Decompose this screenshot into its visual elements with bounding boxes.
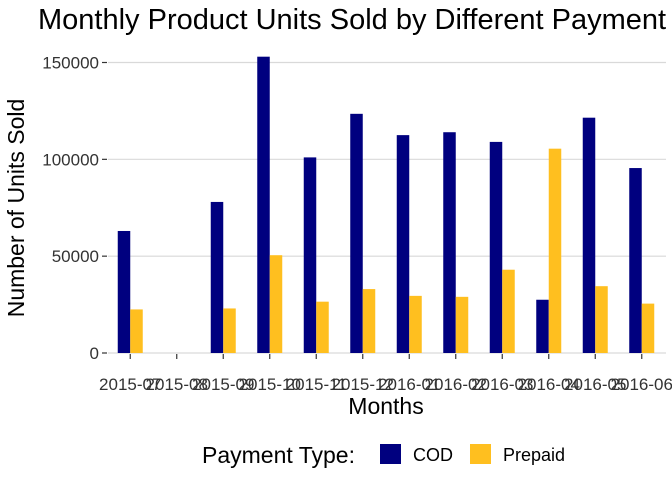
- legend-swatch-cod: [380, 444, 401, 464]
- gridlines: [108, 61, 666, 354]
- legend-label-cod: COD: [413, 445, 453, 465]
- x-tick-label: 2016-06: [611, 375, 672, 394]
- legend-swatch-prepaid: [470, 444, 491, 464]
- y-tick-label: 0: [90, 344, 99, 363]
- bar-prepaid-2015-12: [362, 289, 376, 353]
- x-tick-label: 2015-11: [286, 375, 347, 394]
- bar-cod-2016-06: [629, 168, 642, 353]
- bars: [117, 56, 655, 354]
- x-axis-ticks: 2015-072015-082015-092015-102015-112015-…: [99, 354, 672, 394]
- bar-cod-2015-09: [210, 201, 224, 353]
- legend-items: COD Prepaid: [380, 444, 565, 465]
- x-tick-label: 2016-04: [518, 375, 580, 394]
- x-tick-label: 2016-05: [564, 375, 626, 394]
- bar-cod-2015-11: [303, 157, 317, 353]
- bar-cod-2015-12: [350, 113, 363, 354]
- x-axis-label: Months: [348, 393, 423, 419]
- y-tick-label: 50000: [52, 247, 99, 266]
- bar-prepaid-2016-01: [409, 295, 422, 353]
- bar-cod-2016-01: [396, 135, 410, 353]
- legend-label-prepaid: Prepaid: [503, 445, 565, 465]
- bar-prepaid-2015-11: [316, 301, 329, 353]
- bar-prepaid-2015-10: [269, 255, 283, 353]
- x-tick-label: 2015-09: [192, 375, 254, 394]
- legend: Payment Type: COD Prepaid: [202, 442, 565, 468]
- x-tick-label: 2015-10: [239, 375, 301, 394]
- x-tick-label: 2015-08: [146, 375, 208, 394]
- bar-prepaid-2016-06: [641, 303, 655, 353]
- bar-prepaid-2016-03: [502, 269, 515, 353]
- bar-prepaid-2015-07: [130, 309, 143, 353]
- bar-cod-2015-07: [117, 230, 131, 353]
- bar-cod-2016-02: [443, 132, 456, 353]
- bar-cod-2016-04: [536, 299, 549, 353]
- y-axis-ticks: 0 50000 100000 150000: [42, 54, 107, 363]
- x-tick-label: 2015-07: [99, 375, 161, 394]
- bar-cod-2016-05: [582, 117, 596, 353]
- x-tick-label: 2016-01: [378, 375, 440, 394]
- y-axis-label: Number of Units Sold: [3, 99, 29, 318]
- legend-title: Payment Type:: [202, 442, 355, 468]
- bar-cod-2016-03: [489, 141, 503, 353]
- y-tick-label: 100000: [42, 150, 99, 169]
- x-tick-label: 2015-12: [332, 375, 394, 394]
- y-tick-label: 150000: [42, 54, 99, 73]
- bar-prepaid-2016-04: [548, 148, 562, 353]
- x-tick-label: 2016-02: [425, 375, 487, 394]
- chart-title: Monthly Product Units Sold by Different …: [38, 4, 672, 36]
- bar-cod-2015-10: [257, 56, 270, 353]
- bar-prepaid-2015-09: [223, 308, 236, 353]
- bar-prepaid-2016-02: [455, 296, 469, 353]
- bar-prepaid-2016-05: [595, 286, 608, 353]
- x-tick-label: 2016-03: [471, 375, 533, 394]
